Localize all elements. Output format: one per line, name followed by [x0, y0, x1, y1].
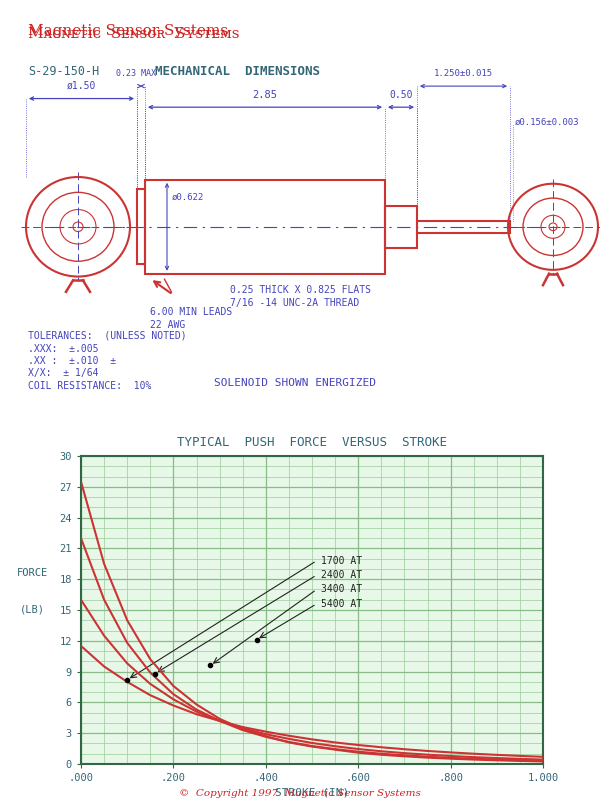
Text: Magnetic Sensor Systems: Magnetic Sensor Systems: [28, 24, 228, 38]
Text: Mᴀɢɴᴇᴛɪᴄ  Sᴇɴѕᴏʀ  Sʏѕᴛᴇᴍѕ: Mᴀɢɴᴇᴛɪᴄ Sᴇɴѕᴏʀ Sʏѕᴛᴇᴍѕ: [28, 26, 239, 41]
Text: 3400 AT: 3400 AT: [321, 585, 362, 594]
Bar: [145, 180, 385, 274]
Text: 0.50: 0.50: [389, 90, 413, 99]
Text: 7/16 -14 UNC-2A THREAD: 7/16 -14 UNC-2A THREAD: [230, 298, 359, 307]
Text: FORCE: FORCE: [17, 568, 48, 578]
X-axis label: STROKE (IN): STROKE (IN): [275, 787, 349, 797]
Text: 2.85: 2.85: [253, 90, 277, 99]
Title: TYPICAL  PUSH  FORCE  VERSUS  STROKE: TYPICAL PUSH FORCE VERSUS STROKE: [177, 436, 447, 450]
Bar: [137, 190, 145, 264]
Text: S-29-150-H: S-29-150-H: [28, 65, 99, 78]
Bar: [385, 206, 417, 248]
Text: 0.25 THICK X 0.825 FLATS: 0.25 THICK X 0.825 FLATS: [230, 285, 371, 295]
Text: ø1.50: ø1.50: [67, 81, 96, 91]
Text: TOLERANCES:  (UNLESS NOTED): TOLERANCES: (UNLESS NOTED): [28, 330, 187, 340]
Text: 0.23 MAX: 0.23 MAX: [116, 70, 156, 78]
Text: X/X:  ± 1/64: X/X: ± 1/64: [28, 369, 98, 378]
Text: ø0.156±0.003: ø0.156±0.003: [515, 118, 580, 127]
Text: 1.250±0.015: 1.250±0.015: [434, 70, 493, 78]
Text: 2400 AT: 2400 AT: [321, 570, 362, 580]
Text: 5400 AT: 5400 AT: [321, 599, 362, 609]
Text: COIL RESISTANCE:  10%: COIL RESISTANCE: 10%: [28, 381, 151, 391]
Text: MECHANICAL  DIMENSIONS: MECHANICAL DIMENSIONS: [155, 65, 320, 78]
Text: ø0.622: ø0.622: [172, 193, 204, 202]
Text: ©  Copyright 1997  Magnetic Sensor Systems: © Copyright 1997 Magnetic Sensor Systems: [179, 789, 421, 798]
Text: 22 AWG: 22 AWG: [150, 320, 185, 330]
Text: .XXX:  ±.005: .XXX: ±.005: [28, 343, 98, 354]
Text: 1700 AT: 1700 AT: [321, 556, 362, 566]
Text: 6.00 MIN LEADS: 6.00 MIN LEADS: [150, 307, 232, 317]
Text: SOLENOID SHOWN ENERGIZED: SOLENOID SHOWN ENERGIZED: [214, 378, 376, 388]
Text: .XX :  ±.010  ±: .XX : ±.010 ±: [28, 356, 116, 366]
Text: (LB): (LB): [20, 605, 45, 615]
